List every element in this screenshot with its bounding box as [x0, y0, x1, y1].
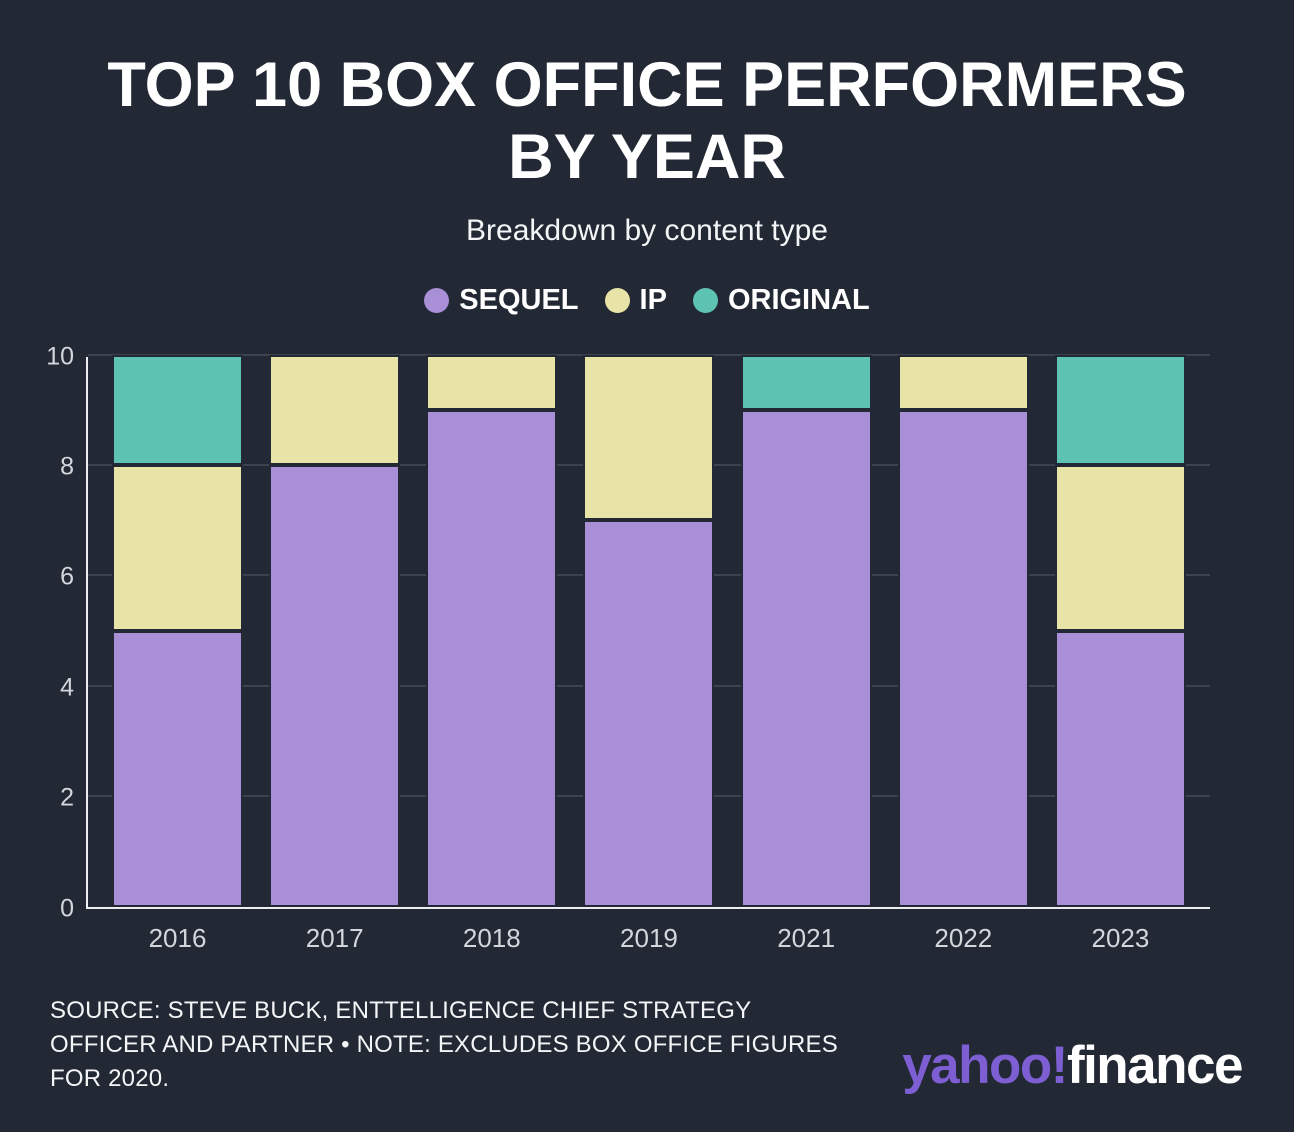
bar-2018: [426, 354, 558, 907]
source-note: SOURCE: STEVE BUCK, ENTTELLIGENCE CHIEF …: [50, 996, 838, 1092]
bar-2021: [740, 354, 872, 907]
legend-item-sequel: SEQUEL: [424, 283, 579, 317]
stacked-bar-chart: 0 2 4 6 8 10: [0, 344, 1294, 921]
x-tick-label-2022: 2022: [934, 922, 993, 953]
bar-segment-2018-sequel: [426, 409, 558, 907]
y-tick-label-10: 10: [46, 342, 74, 371]
y-tick-label-4: 4: [60, 673, 74, 702]
title-line-2: BY YEAR: [508, 121, 786, 192]
x-tick-label-2021: 2021: [777, 922, 836, 953]
page-title: TOP 10 BOX OFFICE PERFORMERS BY YEAR: [0, 50, 1294, 194]
x-axis-labels: 2016 2017 2018 2019 2021 2022 2023: [88, 923, 1210, 954]
bar-segment-2023-sequel: [1054, 630, 1186, 907]
title-line-1: TOP 10 BOX OFFICE PERFORMERS: [107, 50, 1187, 120]
bar-2019: [583, 354, 715, 907]
bar-2017: [269, 354, 401, 907]
bar-segment-2021-original: [740, 354, 872, 410]
bar-2023: [1054, 354, 1186, 907]
finance-wordmark: finance: [1066, 1036, 1244, 1095]
bar-segment-2016-ip: [112, 465, 243, 631]
bar-segment-2022-ip: [897, 354, 1029, 410]
ip-legend-dot-icon: [604, 287, 630, 313]
legend-label: ORIGINAL: [727, 283, 870, 316]
bar-segment-2016-original: [112, 354, 243, 466]
legend-item-original: ORIGINAL: [692, 283, 870, 317]
bar-segment-2019-ip: [583, 354, 715, 521]
y-tick-label-2: 2: [60, 783, 74, 812]
footer: SOURCE: STEVE BUCK, ENTTELLIGENCE CHIEF …: [50, 994, 1244, 1096]
x-tick-label-2018: 2018: [462, 922, 521, 953]
plot-area: [86, 353, 1210, 909]
y-tick-label-6: 6: [60, 562, 74, 591]
legend-label: SEQUEL: [459, 283, 579, 316]
bar-2016: [112, 354, 243, 907]
bar-segment-2022-sequel: [897, 409, 1029, 907]
legend-label: IP: [639, 283, 667, 316]
chart-subtitle: Breakdown by content type: [466, 213, 828, 247]
bars: [88, 354, 1210, 907]
y-tick-label-8: 8: [60, 452, 74, 481]
yahoo-finance-logo: yahoo!finance: [902, 1035, 1244, 1096]
legend-item-ip: IP: [604, 283, 667, 317]
x-tick-label-2023: 2023: [1091, 922, 1150, 953]
x-tick-label-2017: 2017: [305, 922, 364, 953]
bar-segment-2023-ip: [1054, 465, 1186, 631]
bar-segment-2018-ip: [426, 354, 558, 410]
yahoo-wordmark: yahoo!: [902, 1036, 1068, 1095]
bar-segment-2017-ip: [269, 354, 401, 466]
sequel-legend-dot-icon: [424, 287, 450, 313]
original-legend-dot-icon: [692, 287, 718, 313]
bar-segment-2019-sequel: [583, 520, 715, 907]
bar-segment-2021-sequel: [740, 409, 872, 907]
y-axis: 0 2 4 6 8 10: [44, 344, 86, 921]
bar-2022: [897, 354, 1029, 907]
bar-segment-2023-original: [1054, 354, 1186, 466]
x-tick-label-2016: 2016: [148, 922, 207, 953]
x-tick-label-2019: 2019: [620, 922, 678, 953]
bar-segment-2016-sequel: [112, 630, 243, 907]
gridline-10: [88, 353, 1210, 356]
y-tick-label-0: 0: [60, 894, 74, 923]
bar-segment-2017-sequel: [269, 465, 401, 907]
legend: SEQUEL IP ORIGINAL: [0, 284, 1294, 317]
